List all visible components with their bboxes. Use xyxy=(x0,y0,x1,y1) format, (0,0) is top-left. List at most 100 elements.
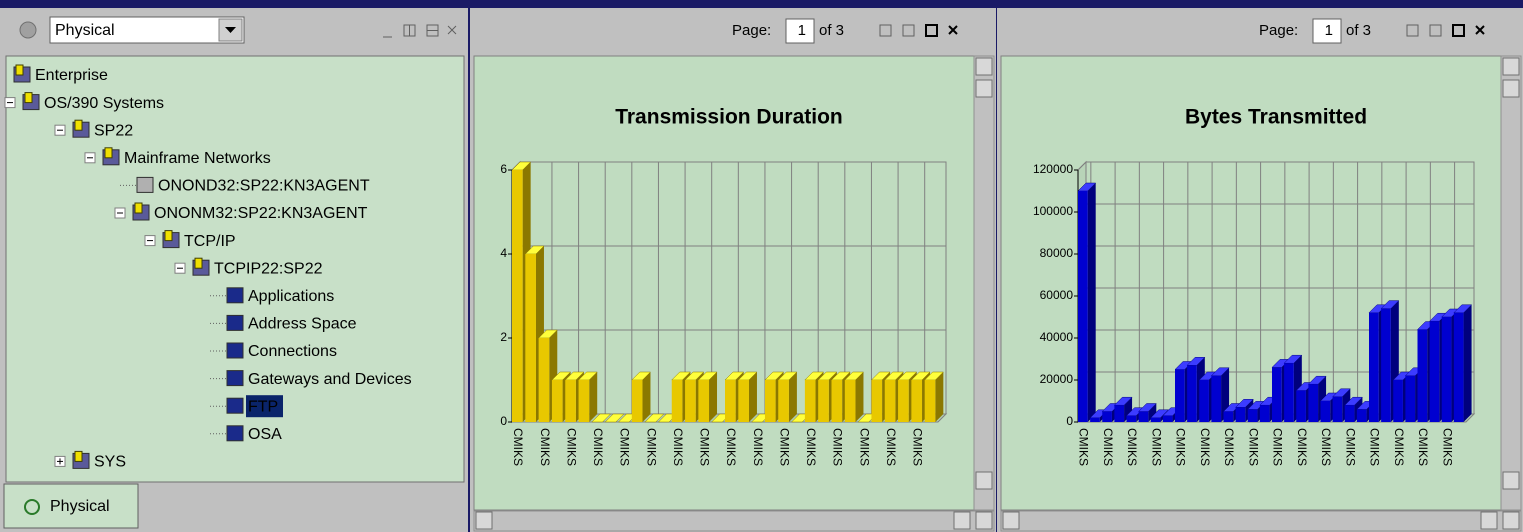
x-tick-label: CMIKS xyxy=(1416,428,1430,466)
window-button[interactable] xyxy=(1429,24,1442,37)
bar xyxy=(512,170,523,422)
tree-label[interactable]: SP22 xyxy=(94,122,133,139)
bar xyxy=(804,380,816,422)
bar xyxy=(1393,380,1403,422)
scroll-button[interactable] xyxy=(1480,511,1498,530)
scroll-button[interactable] xyxy=(1502,79,1520,98)
scroll-button[interactable] xyxy=(975,471,993,490)
x-tick-label: CMIKS xyxy=(644,428,658,466)
scroll-button[interactable] xyxy=(1002,511,1020,530)
window-button[interactable] xyxy=(879,24,892,37)
bar xyxy=(764,380,776,422)
bar xyxy=(778,380,789,422)
bar xyxy=(578,380,590,422)
node-icon xyxy=(226,370,244,387)
alert-icon xyxy=(194,257,203,269)
bar-side xyxy=(1148,403,1157,422)
x-tick-label: CMIKS xyxy=(1125,428,1139,466)
alert-icon xyxy=(15,64,24,76)
bar xyxy=(1381,308,1391,422)
page-input[interactable] xyxy=(785,18,815,44)
tree-label[interactable]: Mainframe Networks xyxy=(124,150,271,167)
v-scrollbar[interactable] xyxy=(1500,55,1522,511)
bar-side xyxy=(935,372,944,422)
x-tick-label: CMIKS xyxy=(777,428,791,466)
bar xyxy=(1308,384,1319,422)
tree-label[interactable]: Address Space xyxy=(248,316,357,333)
bar xyxy=(738,380,749,422)
window-button[interactable] xyxy=(925,24,938,37)
x-tick-label: CMIKS xyxy=(831,428,845,466)
alert-icon xyxy=(74,119,83,131)
bar xyxy=(1259,405,1270,422)
scroll-button[interactable] xyxy=(975,79,993,98)
alert-icon xyxy=(104,147,113,159)
tab[interactable] xyxy=(3,483,139,529)
alert-icon xyxy=(24,92,33,104)
bar xyxy=(911,380,923,422)
scroll-button[interactable] xyxy=(1502,471,1520,490)
view-combo[interactable] xyxy=(49,16,245,44)
x-tick-label: CMIKS xyxy=(857,428,871,466)
tree-label[interactable]: OSA xyxy=(248,426,282,443)
tree-label[interactable]: TCP/IP xyxy=(184,233,236,250)
h-scrollbar[interactable] xyxy=(473,510,995,532)
bar xyxy=(1078,191,1088,422)
bar-side xyxy=(589,372,598,422)
x-tick-label: CMIKS xyxy=(1392,428,1406,466)
bar xyxy=(1090,417,1100,422)
bar xyxy=(1114,405,1125,422)
h-scrollbar[interactable] xyxy=(1000,510,1522,532)
chart-title: Bytes Transmitted xyxy=(1185,106,1367,129)
scroll-button[interactable] xyxy=(975,57,993,76)
bar xyxy=(538,338,550,422)
tree-label[interactable]: FTP xyxy=(248,398,278,415)
x-tick-label: CMIKS xyxy=(671,428,685,466)
close-icon[interactable] xyxy=(447,25,457,35)
tree-label[interactable]: Applications xyxy=(248,288,334,305)
scroll-button[interactable] xyxy=(475,511,493,530)
window-button[interactable] xyxy=(1406,24,1419,37)
bar xyxy=(1429,321,1440,422)
y-tick-label: 4 xyxy=(500,246,507,260)
x-tick-label: CMIKS xyxy=(1246,428,1260,466)
tree-label[interactable]: Enterprise xyxy=(35,67,108,84)
alert-icon xyxy=(164,230,173,242)
x-tick-label: CMIKS xyxy=(591,428,605,466)
scroll-button[interactable] xyxy=(953,511,971,530)
x-tick-label: CMIKS xyxy=(1149,428,1163,466)
bar-side xyxy=(748,372,757,422)
tree-label[interactable]: Connections xyxy=(248,343,337,360)
x-tick-label: CMIKS xyxy=(1222,428,1236,466)
tree-label[interactable]: OS/390 Systems xyxy=(44,95,164,112)
bar xyxy=(698,380,710,422)
bar xyxy=(1320,401,1331,422)
window-button[interactable] xyxy=(1452,24,1465,37)
tree-label[interactable]: Gateways and Devices xyxy=(248,371,412,388)
y-tick-label: 40000 xyxy=(1040,330,1074,344)
scroll-button[interactable] xyxy=(975,511,993,530)
tab-icon xyxy=(24,499,40,515)
v-scrollbar[interactable] xyxy=(973,55,995,511)
bar xyxy=(1211,375,1222,422)
scroll-button[interactable] xyxy=(1502,511,1520,530)
bar xyxy=(1441,317,1452,422)
x-tick-label: CMIKS xyxy=(804,428,818,466)
page-count: of 3 xyxy=(819,22,844,39)
x-tick-label: CMIKS xyxy=(724,428,738,466)
page-input[interactable] xyxy=(1312,18,1342,44)
x-tick-label: CMIKS xyxy=(751,428,765,466)
x-tick-label: CMIKS xyxy=(618,428,632,466)
bar-side xyxy=(855,372,864,422)
tree-label[interactable]: ONONM32:SP22:KN3AGENT xyxy=(154,205,368,222)
tree-label[interactable]: ONOND32:SP22:KN3AGENT xyxy=(158,178,370,195)
close-icon[interactable] xyxy=(948,25,958,35)
tree-label[interactable]: TCPIP22:SP22 xyxy=(214,260,323,277)
scroll-button[interactable] xyxy=(1502,57,1520,76)
node-icon xyxy=(226,425,244,442)
close-icon[interactable] xyxy=(1475,25,1485,35)
tree-label[interactable]: SYS xyxy=(94,454,126,471)
bar xyxy=(671,380,683,422)
window-button[interactable] xyxy=(902,24,915,37)
